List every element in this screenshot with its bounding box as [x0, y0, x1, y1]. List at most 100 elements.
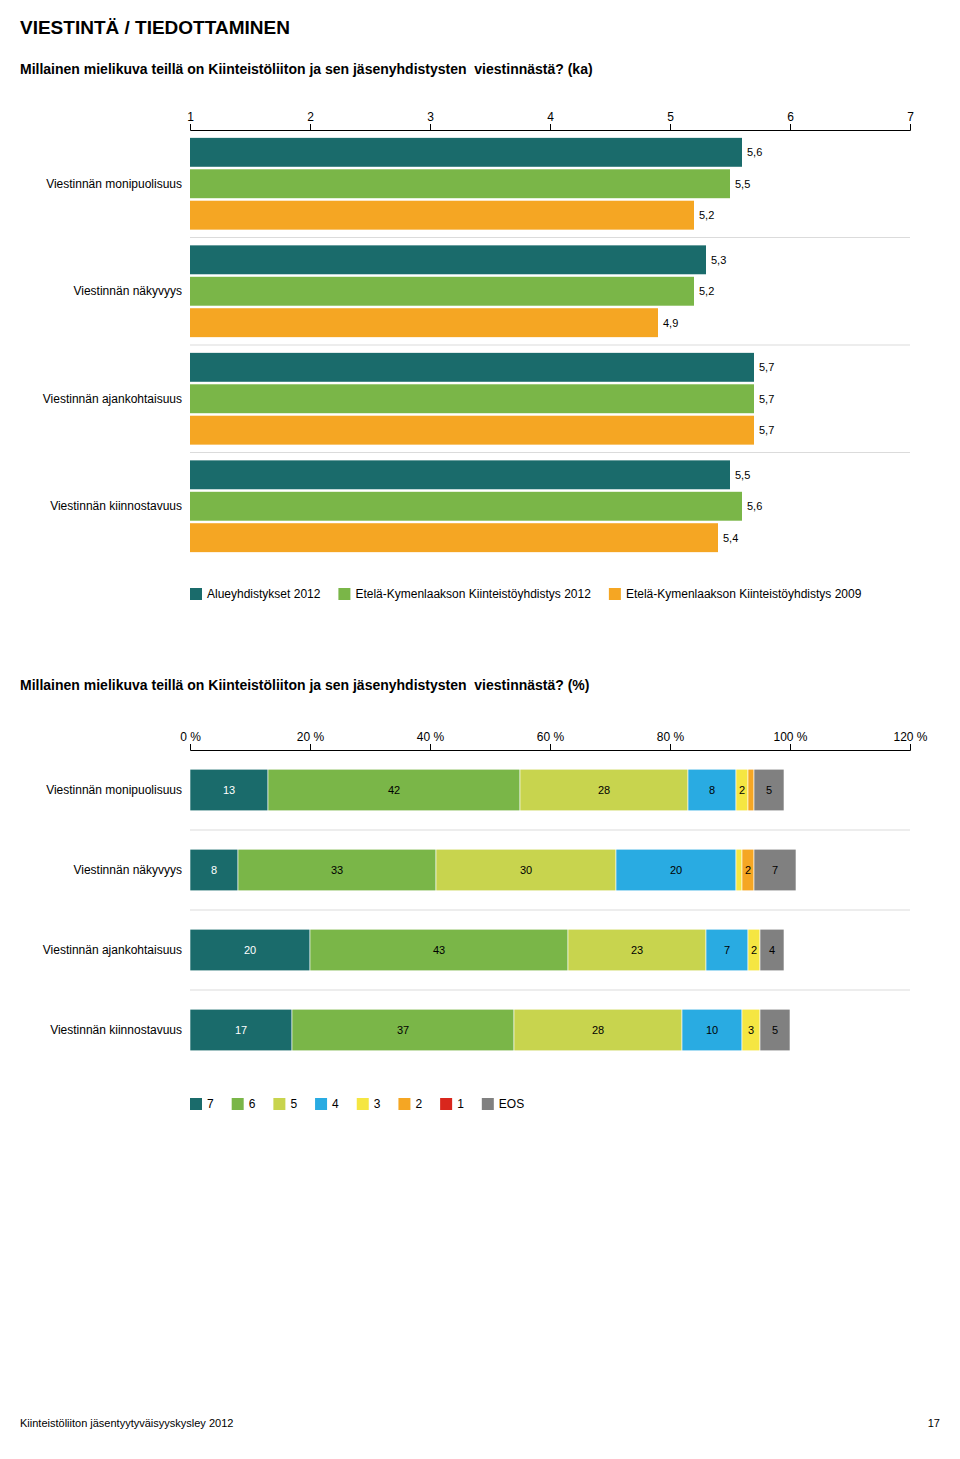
y-tick: Viestinnän kiinnostavuus: [50, 499, 182, 513]
data-label: 2: [739, 784, 745, 796]
data-label: 5,3: [711, 254, 726, 266]
y-tick-label: Viestinnän näkyvyys: [73, 284, 182, 298]
y-tick-label: Viestinnän kiinnostavuus: [50, 1023, 182, 1037]
legend-item: 1: [440, 1097, 464, 1111]
x-tick-label: 6: [787, 110, 794, 124]
data-label: 8: [211, 864, 217, 876]
legend: Alueyhdistykset 2012 Etelä-Kymenlaakson K…: [190, 587, 862, 601]
legend-item: Alueyhdistykset 2012: [190, 587, 321, 601]
data-label: 28: [592, 1024, 604, 1036]
bar: [190, 384, 754, 413]
data-labels: 1382017423343372830232882071022325745: [211, 784, 778, 1036]
data-label: 4: [769, 944, 775, 956]
bar-segment: [754, 849, 796, 891]
group-separator: [190, 910, 910, 911]
data-label: 5,7: [759, 361, 774, 373]
x-tick-mark: [790, 124, 791, 130]
x-tick-mark: [190, 124, 191, 130]
data-label: 13: [223, 784, 235, 796]
y-tick-label: Viestinnän näkyvyys: [73, 863, 182, 877]
x-tick: 7: [907, 110, 914, 130]
y-axis: Viestinnän monipuolisuusViestinnän näkyv…: [43, 177, 182, 513]
data-label: 20: [244, 944, 256, 956]
bar-segment: [520, 769, 688, 811]
data-label: 5: [766, 784, 772, 796]
x-tick: 80 %: [657, 730, 685, 750]
data-label: 17: [235, 1024, 247, 1036]
y-tick-label: Viestinnän kiinnostavuus: [50, 499, 182, 513]
bar: [190, 308, 658, 337]
legend-item: Etelä-Kymenlaakson Kiinteistöyhdistys 20…: [338, 587, 591, 601]
legend-swatch: [232, 1098, 244, 1110]
legend-item: 6: [232, 1097, 256, 1111]
legend-item: 2: [398, 1097, 422, 1111]
x-tick-mark: [910, 744, 911, 750]
data-label: 20: [670, 864, 682, 876]
legend-swatch: [609, 588, 621, 600]
bar: [190, 169, 730, 198]
bar-segment: [616, 849, 736, 891]
bar: [190, 353, 754, 382]
x-tick-label: 20 %: [297, 730, 325, 744]
bar-segment: [748, 929, 760, 971]
data-label: 7: [724, 944, 730, 956]
x-tick: 0 %: [180, 730, 201, 750]
x-tick: 40 %: [417, 730, 445, 750]
x-tick-label: 40 %: [417, 730, 445, 744]
x-tick-label: 100 %: [773, 730, 807, 744]
legend: 7654321EOS: [190, 1097, 524, 1111]
x-tick-label: 120 %: [893, 730, 927, 744]
bar-segment: [736, 849, 742, 891]
x-tick-mark: [310, 124, 311, 130]
chart-title: Millainen mielikuva teillä on Kiinteistö…: [20, 61, 593, 77]
bar-segment: [514, 1009, 682, 1051]
y-tick: Viestinnän ajankohtaisuus: [43, 392, 182, 406]
bar-segment: [760, 929, 784, 971]
legend-label: 5: [290, 1097, 297, 1111]
x-tick-mark: [550, 744, 551, 750]
x-tick-label: 4: [547, 110, 554, 124]
legend-label: Etelä-Kymenlaakson Kiinteistöyhdistys 20…: [355, 587, 591, 601]
x-axis-domain: [191, 744, 911, 751]
data-labels: 5,65,35,75,55,55,25,75,65,24,95,75,4: [663, 146, 774, 543]
data-label: 5,2: [699, 209, 714, 221]
x-tick: 6: [787, 110, 794, 130]
legend-swatch: [338, 588, 350, 600]
x-tick-label: 60 %: [537, 730, 565, 744]
legend-swatch: [190, 1098, 202, 1110]
bar-segment: [754, 769, 784, 811]
y-tick: Viestinnän ajankohtaisuus: [43, 943, 182, 957]
legend-label: 3: [374, 1097, 381, 1111]
legend-item: Etelä-Kymenlaakson Kiinteistöyhdistys 20…: [609, 587, 862, 601]
legend-label: 7: [207, 1097, 214, 1111]
legend-label: Alueyhdistykset 2012: [207, 587, 321, 601]
bar-segment: [268, 769, 520, 811]
legend-swatch: [273, 1098, 285, 1110]
bar-segment: [742, 849, 754, 891]
x-tick: 60 %: [537, 730, 565, 750]
x-axis: 0 % 20 % 40 % 60 % 80 % 100 % 120 %: [180, 730, 928, 751]
bar: [190, 201, 694, 230]
bar-segment: [736, 769, 748, 811]
x-tick-mark: [910, 124, 911, 130]
data-label: 42: [388, 784, 400, 796]
group-separator: [190, 345, 910, 346]
legend-swatch: [190, 588, 202, 600]
bar: [190, 460, 730, 489]
y-tick-label: Viestinnän ajankohtaisuus: [43, 943, 182, 957]
y-tick: Viestinnän näkyvyys: [73, 863, 182, 877]
y-tick: Viestinnän kiinnostavuus: [50, 1023, 182, 1037]
bar-segment: [190, 929, 310, 971]
legend-item: 4: [315, 1097, 339, 1111]
bar-segment: [688, 769, 736, 811]
data-label: 43: [433, 944, 445, 956]
legend-label: 4: [332, 1097, 339, 1111]
data-label: 5,2: [699, 285, 714, 297]
data-label: 10: [706, 1024, 718, 1036]
legend-swatch: [440, 1098, 452, 1110]
x-tick-mark: [430, 124, 431, 130]
x-tick: 4: [547, 110, 554, 130]
bar-segment: [190, 769, 268, 811]
data-label: 7: [772, 864, 778, 876]
chart-1: Millainen mielikuva teillä on Kiinteistö…: [20, 677, 928, 1111]
